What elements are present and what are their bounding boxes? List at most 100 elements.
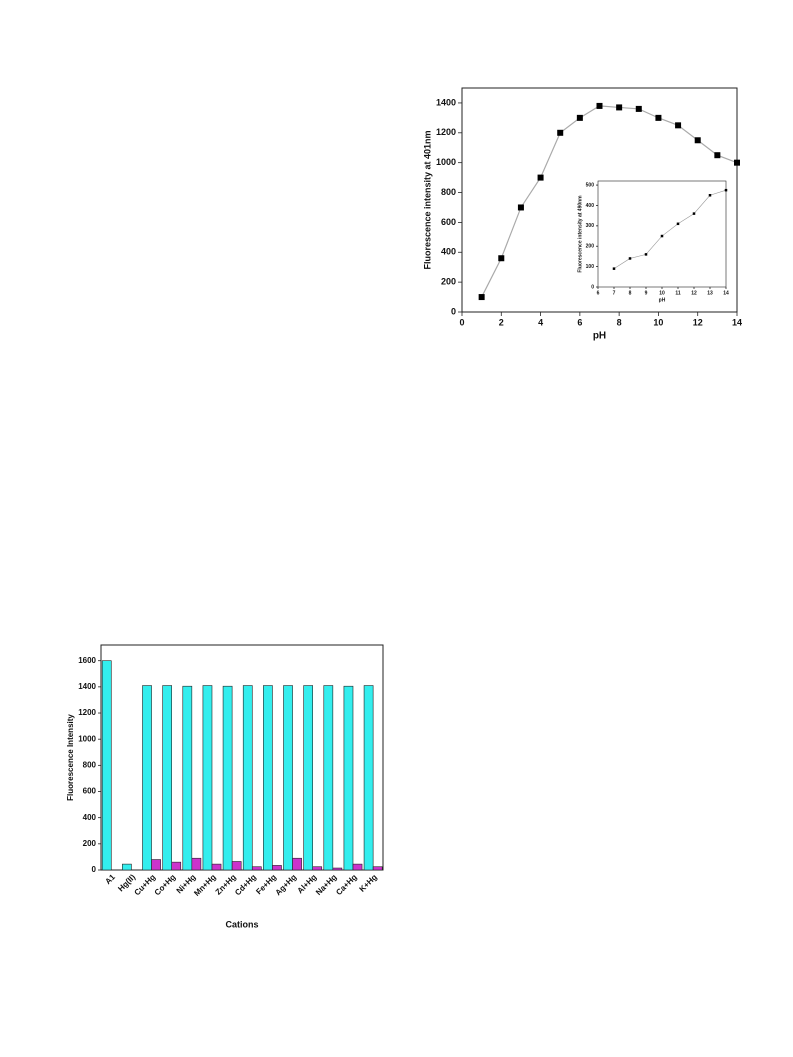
y-tick-label: 600 (83, 787, 97, 796)
data-line (613, 189, 727, 269)
y-tick-label: 800 (83, 760, 97, 769)
x-tick-label: 10 (659, 290, 665, 296)
y-tick-label: 400 (586, 203, 595, 209)
bar (202, 685, 213, 871)
bar (272, 865, 282, 871)
x-tick-label: Mn+Hg (192, 872, 217, 897)
x-tick-label: 11 (675, 290, 681, 296)
bar (162, 685, 173, 871)
data-point (498, 255, 505, 262)
data-point (644, 253, 648, 256)
bar (363, 685, 374, 871)
x-tick-label: Ag+Hg (274, 872, 299, 897)
data-point (708, 194, 712, 197)
chart: 0 100 200 300 400 500 Fluorescence intensity a… (577, 180, 729, 303)
y-tick-label: 0 (451, 306, 456, 316)
data-point (537, 174, 544, 181)
bar (182, 685, 193, 871)
data-point (724, 188, 728, 192)
x-tick-label: 0 (459, 318, 464, 328)
y-tick-label: 600 (441, 217, 456, 227)
x-tick-label: 6 (577, 318, 582, 328)
data-point (517, 204, 524, 211)
data-point (655, 114, 662, 121)
bar (231, 861, 242, 871)
bar (332, 867, 343, 871)
data-point (660, 234, 664, 238)
x-tick-label: Co+Hg (153, 872, 178, 897)
y-tick-label: 200 (83, 839, 97, 848)
bar (122, 863, 132, 871)
x-tick-label: 9 (645, 290, 648, 296)
y-tick-label: 100 (586, 264, 595, 270)
x-tick-label: K+Hg (358, 872, 379, 893)
y-tick-label: 1600 (78, 656, 96, 665)
bar (191, 857, 202, 871)
y-tick-label: 300 (586, 223, 595, 229)
x-axis-label: pH (659, 297, 666, 303)
x-tick-label: 6 (597, 290, 600, 296)
bar (343, 685, 354, 871)
x-tick-label: Ca+Hg (334, 872, 359, 897)
data-point (734, 159, 740, 166)
y-tick-label: 0 (591, 284, 594, 290)
plot-frame (597, 180, 727, 288)
y-tick-label: 1200 (436, 127, 456, 137)
x-axis-label: pH (593, 331, 606, 342)
bar (323, 685, 334, 871)
bar (151, 859, 161, 871)
x-tick-label: 14 (732, 318, 742, 328)
y-tick-label: 200 (586, 244, 595, 250)
x-tick-label: 14 (723, 290, 729, 296)
x-axis-label: Cations (225, 919, 258, 929)
x-tick-label: Na+Hg (314, 872, 339, 897)
bar (312, 866, 323, 871)
data-point (478, 294, 485, 301)
data-point (676, 222, 680, 226)
y-tick-label: 0 (92, 865, 97, 874)
data-point (635, 105, 642, 112)
y-axis-label: Fluorescence intensity at 401nm (422, 130, 432, 269)
y-axis-label: Fluorescence Intensity (66, 714, 75, 801)
bar (283, 685, 293, 871)
bar (251, 866, 262, 871)
bar (352, 863, 363, 871)
chart: 0 200 400 600 800 1000 1200 1400 1600 Fluorescenc… (66, 644, 384, 929)
bar (242, 685, 253, 871)
y-tick-label: 400 (83, 813, 97, 822)
data-point (692, 212, 696, 215)
data-point (557, 129, 564, 136)
x-tick-label: A1 (103, 872, 117, 886)
bar (222, 685, 233, 871)
bar (101, 660, 112, 871)
data-point (596, 102, 603, 109)
data-point (612, 267, 616, 270)
x-tick-label: 8 (629, 290, 632, 296)
x-tick-label: Cd+Hg (233, 872, 258, 897)
bar (211, 863, 222, 871)
data-point (694, 137, 701, 144)
x-tick-label: 10 (653, 318, 663, 328)
x-tick-label: 8 (617, 318, 622, 328)
data-line (481, 105, 738, 298)
y-tick-label: 500 (586, 182, 595, 188)
bar (171, 861, 182, 871)
bar (372, 866, 383, 871)
data-point (675, 122, 682, 129)
y-tick-label: 1200 (78, 708, 96, 717)
x-tick-label: 4 (538, 318, 543, 328)
x-tick-label: Cu+Hg (133, 872, 158, 897)
data-point (576, 114, 583, 121)
y-tick-label: 800 (441, 187, 456, 197)
x-tick-label: 12 (691, 290, 697, 296)
y-axis-label: Fluorescence intensity at 490nm (577, 195, 583, 273)
y-tick-label: 1400 (436, 97, 456, 107)
data-point (616, 104, 623, 111)
data-point (628, 257, 632, 260)
bar (142, 685, 152, 871)
y-tick-label: 1000 (436, 157, 456, 167)
x-tick-label: 13 (707, 290, 713, 296)
data-point (714, 152, 721, 159)
bar (292, 857, 302, 871)
